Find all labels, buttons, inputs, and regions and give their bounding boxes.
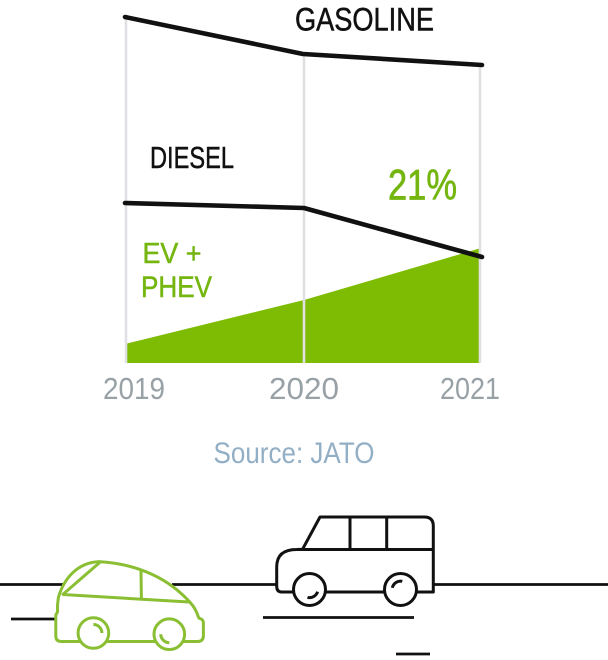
svg-text:2020: 2020 [269, 371, 339, 406]
svg-text:PHEV: PHEV [141, 271, 212, 304]
svg-text:2019: 2019 [103, 371, 165, 406]
svg-text:2021: 2021 [440, 371, 500, 406]
svg-text:GASOLINE: GASOLINE [295, 2, 434, 38]
svg-text:DIESEL: DIESEL [150, 141, 234, 175]
svg-text:21%: 21% [388, 162, 457, 210]
svg-text:Source: JATO: Source: JATO [214, 437, 375, 470]
svg-text:EV +: EV + [143, 238, 202, 270]
